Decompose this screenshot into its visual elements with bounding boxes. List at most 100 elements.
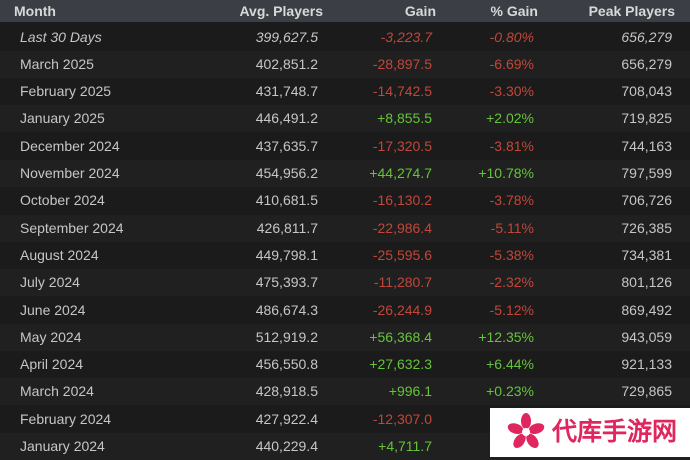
month-cell: May 2024 [20,328,82,345]
gain-cell: -22,986.4 [372,219,432,236]
gain-cell: +56,368.4 [369,328,432,345]
pct-gain-cell: -3.78% [489,192,534,209]
peak-players-cell: 656,279 [621,55,672,72]
month-cell: August 2024 [20,246,99,263]
gain-cell: -17,320.5 [372,137,432,154]
avg-players-cell: 399,627.5 [255,28,318,45]
pct-gain-cell: +0.23% [486,383,534,400]
peak-players-cell: 801,126 [621,274,672,291]
table-row: February 2025 431,748.7 -14,742.5 -3.30% 708… [0,78,690,105]
pct-gain-cell: -0.80% [489,28,534,45]
avg-players-cell: 456,550.8 [255,356,318,373]
table-row: March 2024 428,918.5 +996.1 +0.23% 729,865 [0,378,690,406]
avg-players-cell: 454,956.2 [255,165,318,181]
month-cell: April 2024 [20,356,84,373]
month-cell: March 2024 [20,383,94,400]
pct-gain-cell: -5.12% [489,301,534,318]
avg-players-cell: 440,229.4 [255,438,318,454]
month-cell: January 2024 [20,438,105,454]
avg-players-cell: 410,681.5 [255,192,318,209]
avg-players-cell: 437,635.7 [255,137,318,154]
header-month: Month [14,3,56,19]
gain-cell: +4,711.7 [378,438,432,454]
peak-players-cell: 726,385 [621,219,672,236]
peak-players-cell: 729,865 [621,383,672,400]
avg-players-cell: 427,922.4 [255,410,318,427]
gain-cell: -12,307.0 [372,410,432,427]
pct-gain-cell: -5.11% [490,219,534,236]
avg-players-cell: 426,811.7 [256,219,318,236]
avg-players-cell: 449,798.1 [255,246,318,263]
month-cell: Last 30 Days [20,28,102,45]
avg-players-cell: 512,919.2 [255,328,318,345]
header-row: Month Avg. Players Gain % Gain Peak Players [0,0,690,22]
pct-gain-cell: +10.78% [478,165,534,181]
pct-gain-cell: -3.81% [489,137,534,154]
peak-players-cell: 869,492 [621,301,672,318]
avg-players-cell: 431,748.7 [255,83,318,100]
table-row: May 2024 512,919.2 +56,368.4 +12.35% 943,059 [0,323,690,351]
month-cell: February 2024 [20,410,112,427]
table-row: November 2024 454,956.2 +44,274.7 +10.78% 79… [0,160,690,187]
avg-players-cell: 475,393.7 [255,274,318,291]
peak-players-cell: 797,599 [621,165,672,181]
header-avg-players: Avg. Players [239,3,323,19]
gain-cell: -25,595.6 [372,246,432,263]
month-cell: November 2024 [20,165,120,181]
peak-players-cell: 734,381 [621,246,672,263]
avg-players-cell: 446,491.2 [255,110,318,127]
month-cell: January 2025 [20,110,105,127]
pct-gain-cell: -6.69% [489,55,534,72]
month-cell: September 2024 [20,219,124,236]
table-row: February 2024 427,922.4 -12,307.0 [0,406,690,433]
watermark-text: 代库手游网 [552,418,678,446]
gain-cell: +44,274.7 [369,165,432,181]
table-row: March 2025 402,851.2 -28,897.5 -6.69% 656,27… [0,50,690,78]
table-row: September 2024 426,811.7 -22,986.4 -5.11% 72… [0,214,690,242]
table-row: December 2024 437,635.7 -17,320.5 -3.81% 744… [0,133,690,160]
month-cell: December 2024 [20,137,120,154]
month-cell: February 2025 [20,83,112,100]
peak-players-cell: 744,163 [621,137,672,154]
watermark-logo [507,413,545,449]
avg-players-cell: 428,918.5 [255,383,318,400]
avg-players-cell: 402,851.2 [255,55,318,72]
table-row: July 2024 475,393.7 -11,280.7 -2.32% 801,126 [0,269,690,297]
table-row: January 2025 446,491.2 +8,855.5 +2.02% 719,8… [0,105,690,133]
gain-cell: -14,742.5 [372,83,432,100]
table-row: Last 30 Days 399,627.5 -3,223.7 -0.80% 656,2… [0,24,690,51]
table-row: April 2024 456,550.8 +27,632.3 +6.44% 921,13… [0,351,690,378]
month-cell: July 2024 [20,274,80,291]
gain-cell: -3,223.7 [380,28,432,45]
month-cell: June 2024 [20,301,86,318]
pct-gain-cell: -3.30% [489,83,534,100]
avg-players-cell: 486,674.3 [255,301,318,318]
pct-gain-cell: +6.44% [486,356,534,373]
watermark: 代库手游网 [490,408,690,457]
peak-players-cell: 656,279 [621,28,672,45]
peak-players-cell: 706,726 [621,192,672,209]
gain-cell: -26,244.9 [372,301,432,318]
pct-gain-cell: +2.02% [486,110,534,127]
gain-cell: +8,855.5 [377,110,432,127]
pct-gain-cell: -5.38% [489,246,534,263]
pct-gain-cell: +12.35% [478,328,534,345]
month-cell: October 2024 [20,192,105,209]
pct-gain-cell: -2.32% [489,274,534,291]
gain-cell: +27,632.3 [369,356,432,373]
header-pct-gain: % Gain [490,3,538,19]
table-row: August 2024 449,798.1 -25,595.6 -5.38% 734,3… [0,242,690,269]
peak-players-cell: 943,059 [621,328,672,345]
peak-players-cell: 708,043 [621,83,672,100]
peak-players-cell: 921,133 [621,356,672,373]
peak-players-cell: 719,825 [621,110,672,127]
table-row: June 2024 486,674.3 -26,244.9 -5.12% 869,492 [0,297,690,324]
header-peak-players: Peak Players [588,3,675,19]
month-cell: March 2025 [20,55,94,72]
table-row: October 2024 410,681.5 -16,130.2 -3.78% 706,… [0,187,690,214]
gain-cell: -11,280.7 [373,274,432,291]
gain-cell: -28,897.5 [372,55,432,72]
gain-cell: +996.1 [388,383,432,400]
gain-cell: -16,130.2 [372,192,432,209]
